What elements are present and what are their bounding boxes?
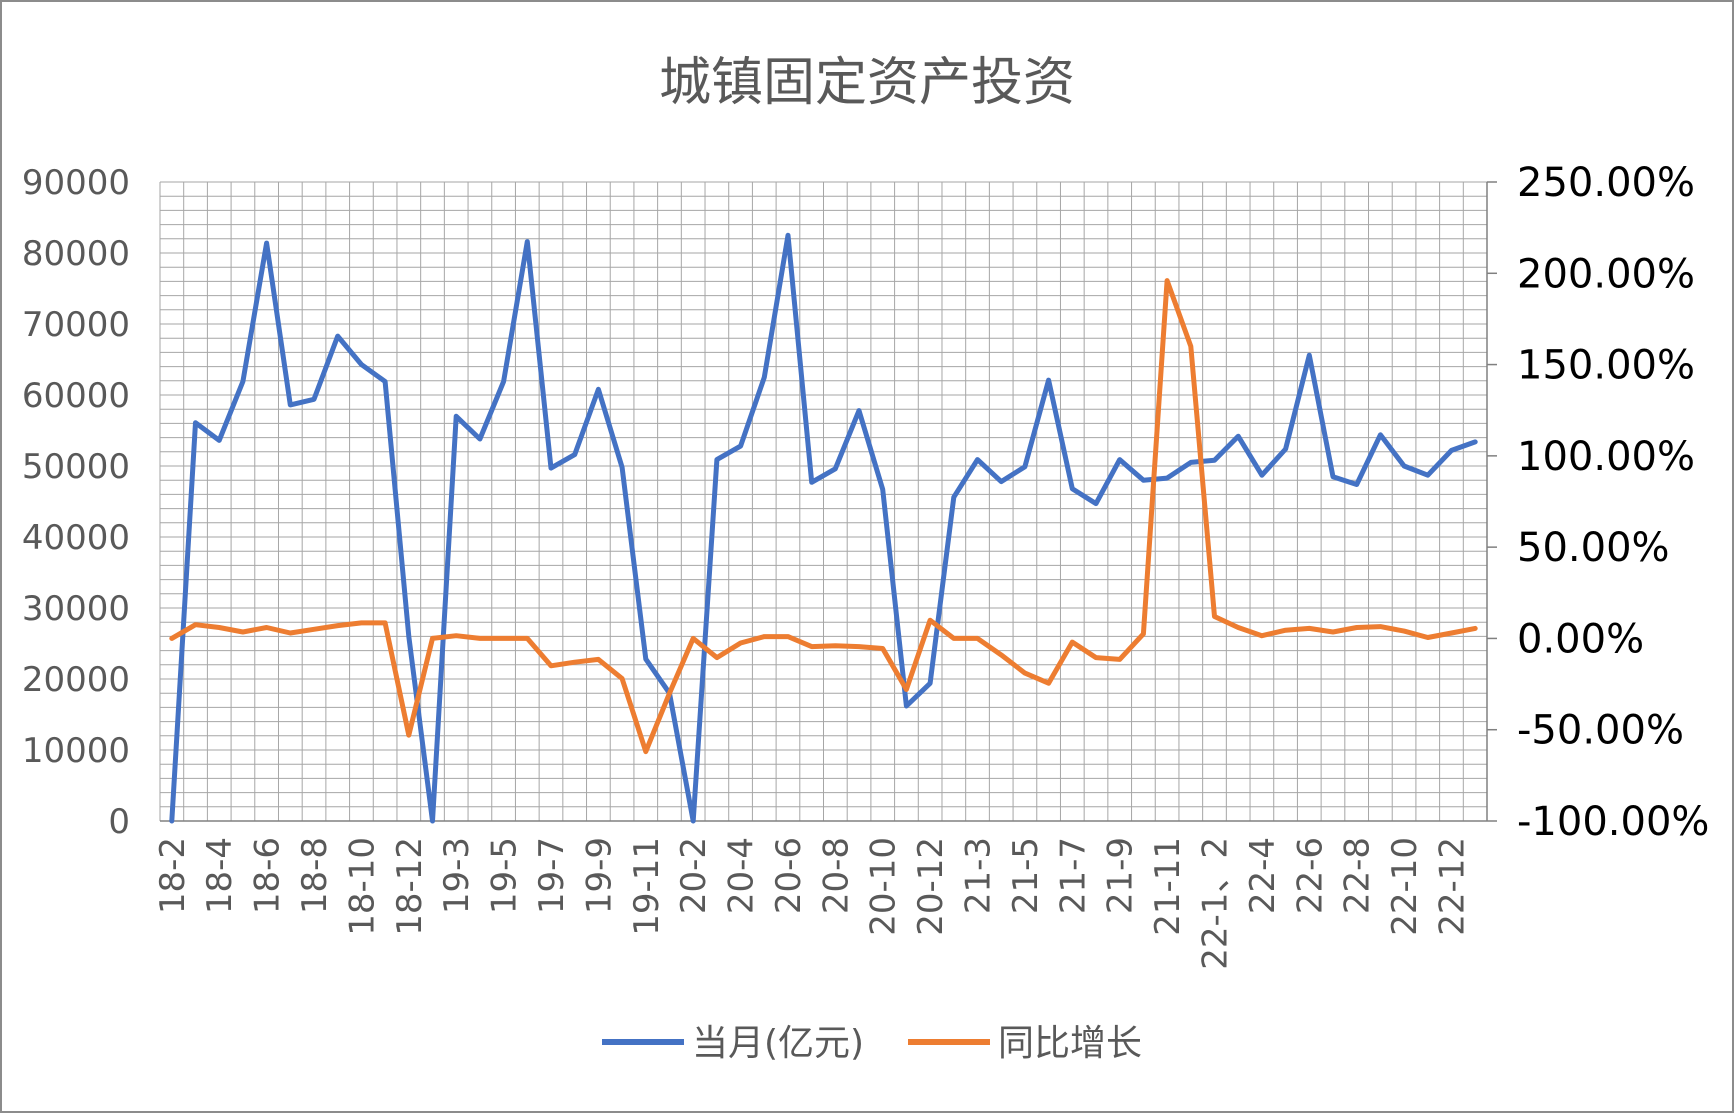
x-axis-tick-label: 21-11 (1148, 837, 1188, 936)
x-axis-tick-label: 20-2 (674, 837, 714, 914)
series-line-monthly (169, 232, 1478, 824)
series-lines (169, 232, 1478, 824)
x-axis-tick-label: 18-6 (248, 837, 288, 914)
left-axis-tick-label: 80000 (22, 234, 130, 274)
right-axis-tick-label: 100.00% (1517, 434, 1695, 480)
x-axis-tick-label: 21-5 (1006, 837, 1046, 914)
legend: 当月(亿元) 同比增长 (602, 1023, 1142, 1064)
right-axis-tick-label: 50.00% (1517, 525, 1670, 571)
left-axis-tick-label: 40000 (22, 518, 130, 558)
x-axis-tick-label: 22-6 (1290, 837, 1330, 914)
series-line-yoy (169, 278, 1478, 755)
left-axis-tick-label: 90000 (22, 163, 130, 203)
left-axis-tick-label: 70000 (22, 305, 130, 345)
right-axis-tick-label: -100.00% (1517, 799, 1709, 845)
left-axis-ticks: 0 10000 20000 30000 40000 50000 60000 70000 8000… (22, 163, 130, 842)
x-axis-tick-label: 19-7 (532, 837, 572, 914)
x-axis-tick-label: 18-4 (200, 837, 240, 914)
x-axis-tick-label: 22-4 (1243, 837, 1283, 914)
x-axis-tick-label: 21-9 (1101, 837, 1141, 914)
x-axis-tick-label: 20-12 (911, 837, 951, 936)
right-axis-tick-label: 150.00% (1517, 343, 1695, 389)
axes (160, 182, 1488, 822)
x-axis-tick-label: 19-9 (579, 837, 619, 914)
legend-label-monthly: 当月(亿元) (692, 1023, 864, 1064)
x-axis-tick-label: 18-12 (390, 837, 430, 936)
x-axis-tick-label: 19-3 (437, 837, 477, 914)
left-axis-tick-label: 50000 (22, 447, 130, 487)
right-axis-tick-label: 250.00% (1517, 160, 1695, 206)
x-axis-ticks: 18-2 18-4 18-6 18-8 18-10 18-12 19-3 19-5 19-7 19… (153, 837, 1473, 970)
left-axis-tick-label: 20000 (22, 660, 130, 700)
right-axis-tick-label: -50.00% (1517, 708, 1684, 754)
left-axis-tick-label: 10000 (22, 731, 130, 771)
x-axis-tick-label: 20-4 (722, 837, 762, 914)
x-axis-tick-label: 20-6 (769, 837, 809, 914)
x-axis-tick-label: 22-12 (1432, 837, 1472, 936)
right-axis-tick-label: 0.00% (1517, 616, 1644, 662)
x-axis-tick-label: 22-8 (1338, 837, 1378, 914)
x-axis-tick-label: 19-11 (627, 837, 667, 936)
x-axis-tick-label: 20-10 (864, 837, 904, 936)
gridlines (159, 181, 1488, 822)
x-axis-tick-label: 22-10 (1385, 837, 1425, 936)
x-axis-tick-label: 18-2 (153, 837, 193, 914)
x-axis-tick-label: 18-8 (295, 837, 335, 914)
left-axis-tick-label: 30000 (22, 589, 130, 629)
x-axis-tick-label: 19-5 (485, 837, 525, 914)
x-axis-tick-label: 21-3 (959, 837, 999, 914)
x-axis-tick-label: 21-7 (1053, 837, 1093, 914)
x-axis-tick-label: 18-10 (342, 837, 382, 936)
x-axis-tick-label: 20-8 (816, 837, 856, 914)
legend-label-yoy: 同比增长 (998, 1023, 1142, 1064)
chart-title: 城镇固定资产投资 (659, 53, 1075, 113)
left-axis-tick-label: 0 (108, 802, 130, 842)
left-axis-tick-label: 60000 (22, 376, 130, 416)
right-axis-ticks: -100.00% -50.00% 0.00% 50.00% 100.00% 150.00%… (1487, 160, 1709, 845)
x-axis-tick-label: 22-1、2 (1195, 837, 1235, 970)
right-axis-tick-label: 200.00% (1517, 251, 1695, 297)
